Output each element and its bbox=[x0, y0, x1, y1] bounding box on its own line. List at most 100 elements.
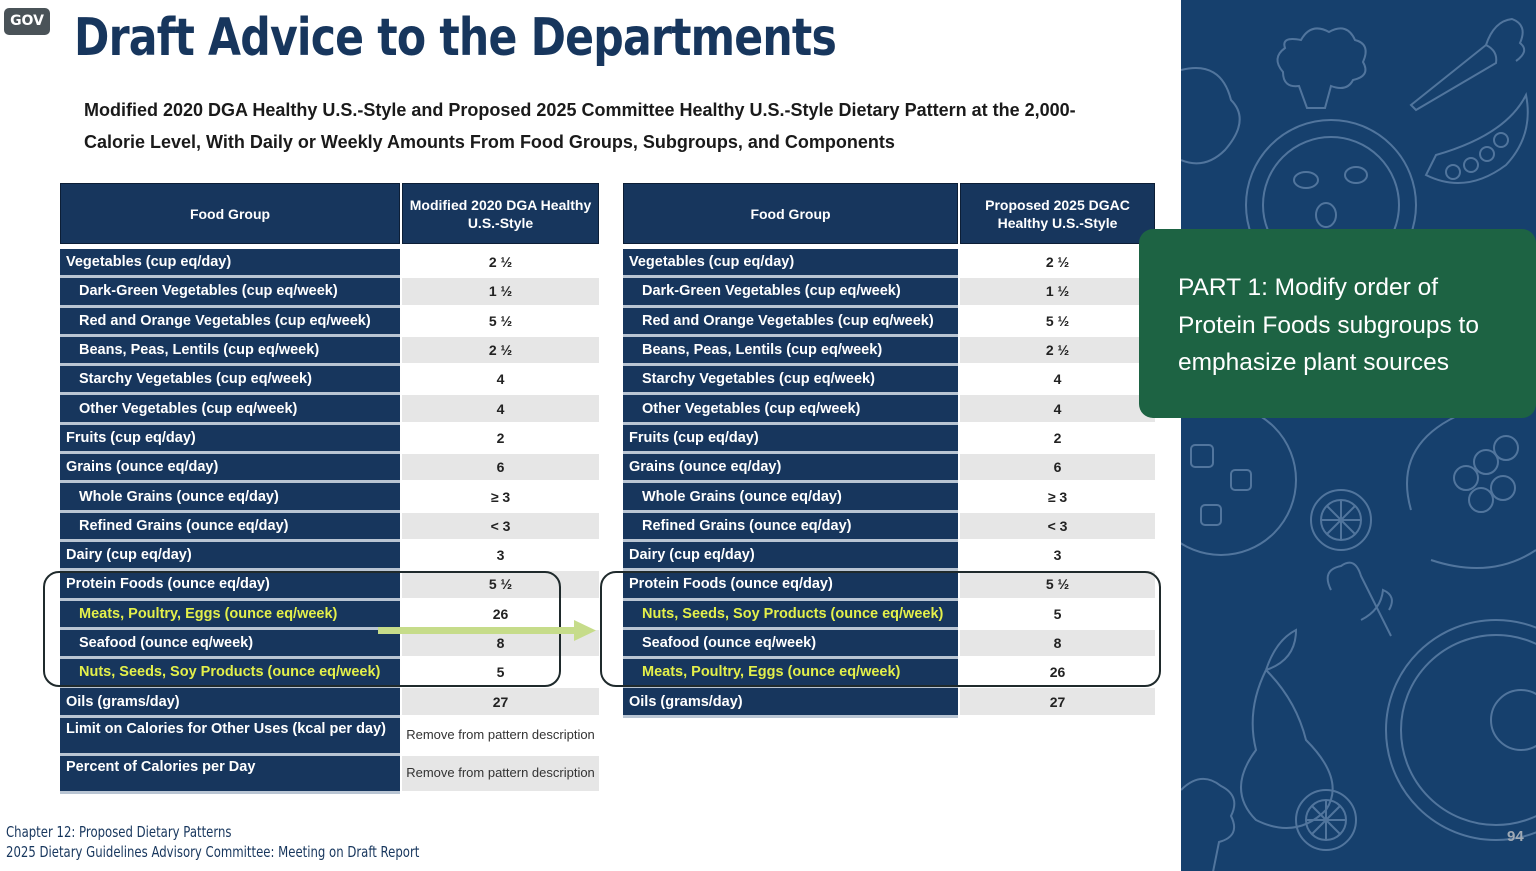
table-row: Refined Grains (ounce eq/day) < 3 bbox=[623, 512, 1155, 542]
footer: Chapter 12: Proposed Dietary Patterns 20… bbox=[6, 822, 419, 862]
food-group-label: Vegetables (cup eq/day) bbox=[623, 249, 958, 279]
amount-value: 4 bbox=[402, 366, 599, 396]
food-group-label: Oils (grams/day) bbox=[60, 688, 400, 718]
table-row: Vegetables (cup eq/day) 2 ½ bbox=[623, 249, 1155, 279]
food-group-label: Dairy (cup eq/day) bbox=[60, 541, 400, 572]
food-group-label: Dark-Green Vegetables (cup eq/week) bbox=[60, 278, 400, 308]
table-row: Nuts, Seeds, Soy Products (ounce eq/week… bbox=[623, 600, 1155, 630]
slide-subtitle: Modified 2020 DGA Healthy U.S.-Style and… bbox=[84, 100, 1076, 152]
food-group-label: Meats, Poultry, Eggs (ounce eq/week) bbox=[60, 600, 400, 630]
gov-badge: GOV bbox=[4, 8, 50, 35]
food-group-label: Percent of Calories per Day bbox=[60, 755, 400, 794]
table-row: Other Vegetables (cup eq/week) 4 bbox=[623, 395, 1155, 425]
table-row: Dairy (cup eq/day) 3 bbox=[623, 541, 1155, 572]
table-row: Limit on Calories for Other Uses (kcal p… bbox=[60, 717, 599, 756]
table-row: Dark-Green Vegetables (cup eq/week) 1 ½ bbox=[623, 278, 1155, 308]
food-group-label: Refined Grains (ounce eq/day) bbox=[60, 512, 400, 542]
amount-value: 26 bbox=[960, 659, 1155, 689]
table-row: Seafood (ounce eq/week) 8 bbox=[623, 629, 1155, 660]
food-group-label: Fruits (cup eq/day) bbox=[60, 424, 400, 455]
table-row: Meats, Poultry, Eggs (ounce eq/week) 26 bbox=[60, 600, 599, 630]
soup-bowl-icon bbox=[1181, 404, 1297, 556]
slide-title: Draft Advice to the Departments bbox=[74, 8, 837, 68]
food-group-label: Protein Foods (ounce eq/day) bbox=[623, 571, 958, 601]
food-group-label: Fruits (cup eq/day) bbox=[623, 424, 958, 455]
food-group-label: Meats, Poultry, Eggs (ounce eq/week) bbox=[623, 659, 958, 689]
food-group-label: Nuts, Seeds, Soy Products (ounce eq/week… bbox=[60, 659, 400, 689]
table-row: Vegetables (cup eq/day) 2 ½ bbox=[60, 249, 599, 279]
table-row: Starchy Vegetables (cup eq/week) 4 bbox=[623, 366, 1155, 396]
callout-box: PART 1: Modify order of Protein Foods su… bbox=[1139, 229, 1536, 418]
food-group-label: Seafood (ounce eq/week) bbox=[623, 629, 958, 660]
table-header: Food Group Proposed 2025 DGAC Healthy U.… bbox=[623, 183, 1155, 244]
amount-value: 2 ½ bbox=[402, 249, 599, 279]
callout-text: PART 1: Modify order of Protein Foods su… bbox=[1178, 274, 1479, 376]
amount-value: 5 bbox=[402, 659, 599, 689]
amount-value: 5 bbox=[960, 600, 1155, 630]
amount-value: 5 ½ bbox=[402, 571, 599, 601]
table-row: Grains (ounce eq/day) 6 bbox=[623, 454, 1155, 484]
food-group-label: Dairy (cup eq/day) bbox=[623, 541, 958, 572]
decorative-sidebar bbox=[1181, 0, 1536, 871]
food-group-label: Dark-Green Vegetables (cup eq/week) bbox=[623, 278, 958, 308]
table-row: Refined Grains (ounce eq/day) < 3 bbox=[60, 512, 599, 542]
skewer-plate-icon bbox=[1406, 409, 1536, 569]
table-2020-dga: Food Group Modified 2020 DGA Healthy U.S… bbox=[60, 183, 599, 794]
table-row: Percent of Calories per Day Remove from p… bbox=[60, 755, 599, 794]
amount-value: 2 bbox=[960, 424, 1155, 455]
amount-value: 4 bbox=[960, 395, 1155, 425]
table-row: Oils (grams/day) 27 bbox=[60, 688, 599, 718]
amount-value: 2 ½ bbox=[402, 336, 599, 367]
table-body: Vegetables (cup eq/day) 2 ½ Dark-Green Veg… bbox=[60, 249, 599, 794]
table-body: Vegetables (cup eq/day) 2 ½ Dark-Green Veg… bbox=[623, 249, 1155, 718]
table-row: Seafood (ounce eq/week) 8 bbox=[60, 629, 599, 660]
food-group-label: Whole Grains (ounce eq/day) bbox=[60, 483, 400, 513]
table-row: Fruits (cup eq/day) 2 bbox=[623, 424, 1155, 455]
food-group-label: Protein Foods (ounce eq/day) bbox=[60, 571, 400, 601]
amount-value: 2 ½ bbox=[960, 249, 1155, 279]
amount-value: < 3 bbox=[960, 512, 1155, 542]
food-group-label: Starchy Vegetables (cup eq/week) bbox=[623, 366, 958, 396]
food-pattern-illustration-icon bbox=[1181, 17, 1536, 871]
amount-value: ≥ 3 bbox=[402, 483, 599, 513]
table-row: Oils (grams/day) 27 bbox=[623, 688, 1155, 718]
salad-bowl-icon bbox=[1385, 619, 1536, 841]
table-header: Food Group Modified 2020 DGA Healthy U.S… bbox=[60, 183, 599, 244]
pear-icon bbox=[1240, 628, 1334, 829]
food-group-label: Red and Orange Vegetables (cup eq/week) bbox=[623, 307, 958, 337]
amount-value: 27 bbox=[960, 688, 1155, 718]
food-group-label: Beans, Peas, Lentils (cup eq/week) bbox=[60, 336, 400, 367]
amount-value: 8 bbox=[960, 629, 1155, 660]
table-row: Beans, Peas, Lentils (cup eq/week) 2 ½ bbox=[623, 336, 1155, 367]
footer-chapter: Chapter 12: Proposed Dietary Patterns bbox=[6, 823, 232, 841]
food-group-label: Other Vegetables (cup eq/week) bbox=[60, 395, 400, 425]
broccoli-icon bbox=[1276, 27, 1367, 109]
amount-value: 6 bbox=[402, 454, 599, 484]
food-group-label: Grains (ounce eq/day) bbox=[623, 454, 958, 484]
reorder-arrow-icon bbox=[378, 620, 596, 641]
table-row: Fruits (cup eq/day) 2 bbox=[60, 424, 599, 455]
leafy-greens-icon bbox=[1181, 67, 1241, 165]
amount-value: 5 ½ bbox=[402, 307, 599, 337]
food-group-label: Grains (ounce eq/day) bbox=[60, 454, 400, 484]
food-group-label: Red and Orange Vegetables (cup eq/week) bbox=[60, 307, 400, 337]
amount-value: 2 ½ bbox=[960, 336, 1155, 367]
food-group-label: Other Vegetables (cup eq/week) bbox=[623, 395, 958, 425]
page-number: 94 bbox=[1507, 828, 1524, 845]
table-row: Red and Orange Vegetables (cup eq/week) 5… bbox=[623, 307, 1155, 337]
table-row: Protein Foods (ounce eq/day) 5 ½ bbox=[623, 571, 1155, 601]
table-row: Meats, Poultry, Eggs (ounce eq/week) 26 bbox=[623, 659, 1155, 689]
food-group-label: Vegetables (cup eq/day) bbox=[60, 249, 400, 279]
amount-value: 27 bbox=[402, 688, 599, 718]
food-group-label: Beans, Peas, Lentils (cup eq/week) bbox=[623, 336, 958, 367]
footer-meeting: 2025 Dietary Guidelines Advisory Committ… bbox=[6, 843, 420, 861]
citrus-slice-icon bbox=[1310, 489, 1372, 551]
food-group-label: Limit on Calories for Other Uses (kcal p… bbox=[60, 717, 400, 756]
amount-value: 1 ½ bbox=[402, 278, 599, 308]
amount-value: ≥ 3 bbox=[960, 483, 1155, 513]
food-group-label: Oils (grams/day) bbox=[623, 688, 958, 718]
amount-value: 4 bbox=[402, 395, 599, 425]
food-group-label: Seafood (ounce eq/week) bbox=[60, 629, 400, 660]
header-food-group: Food Group bbox=[623, 183, 958, 244]
table-2025-dgac: Food Group Proposed 2025 DGAC Healthy U.… bbox=[623, 183, 1155, 718]
